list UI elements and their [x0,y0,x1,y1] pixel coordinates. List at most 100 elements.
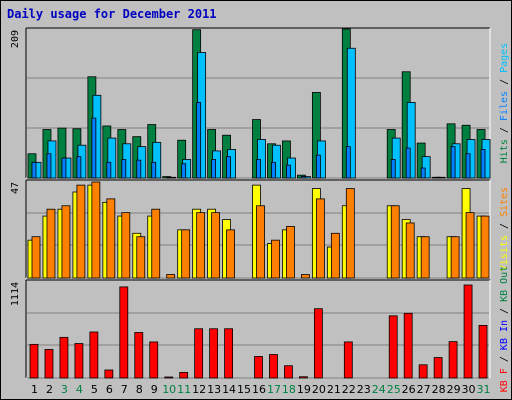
files-bar [181,163,187,179]
files-bar [480,149,486,179]
day-tick-label: 20 [312,383,326,396]
sites-bar [31,236,41,279]
sites-bar [136,236,146,279]
hits-legend-entry: Pages [499,43,510,79]
pages-bar [107,137,117,179]
files-bar [465,153,471,179]
day-tick-label: 3 [61,383,68,396]
files-bar [31,161,37,179]
pages-bar [346,47,356,179]
day-tick-label: 28 [432,383,446,396]
sites-bar [196,212,206,279]
kb-legend-entry: KB Out [499,266,510,308]
pages-bar [152,141,162,179]
sites-bar [91,181,101,279]
day-tick-label: 8 [136,383,143,396]
kb-f-bar [179,372,189,379]
sites-bar [315,198,325,279]
files-bar [286,164,291,179]
day-tick-label: 13 [207,383,221,396]
kb-legend: KB F / KB In / KB Out [499,266,510,392]
kb-f-bar [149,341,159,379]
kb-f-bar [254,356,263,379]
kb-f-bar [164,376,174,379]
files-bar [226,156,231,179]
hits-legend-entry: Hits [499,139,510,163]
day-tick-label: 11 [177,383,191,396]
sites-bar [46,208,56,279]
kb-f-bar [269,354,278,379]
day-tick-label: 2 [46,383,53,396]
chart-title: Daily usage for December 2011 [7,7,217,21]
sites-bar [330,232,340,279]
sites-bar [390,205,400,279]
kb-f-bar [209,328,219,379]
sites-bar [76,184,86,279]
files-bar [271,161,276,179]
visits-ymax-label: 47 [10,182,21,194]
kb-ymax-label: 1114 [10,282,21,306]
files-bar [450,146,456,179]
sites-bar [106,198,116,279]
sites-bar [211,212,221,279]
kb-f-bar [343,341,353,379]
kb-f-bar [418,364,428,379]
sites-bar [181,229,191,279]
sites-bar [405,222,415,279]
kb-legend-entry: / [499,356,510,368]
day-tick-label: 7 [121,383,128,396]
kb-f-bar [313,308,323,379]
files-bar [76,156,82,179]
sites-bar [61,205,71,279]
visits-legend-entry: / [499,223,510,235]
pages-bar [391,137,401,179]
day-tick-label: 26 [402,383,416,396]
visits-legend-entry: Visits [499,235,510,271]
kb-f-bar [284,365,293,379]
kb-legend-entry: / [499,308,510,320]
day-tick-label: 27 [417,383,431,396]
kb-f-bar [29,343,39,379]
files-bar [435,176,441,179]
files-bar [151,161,157,179]
kb-f-bar [59,336,69,379]
day-tick-label: 17 [267,383,281,396]
sites-bar [121,212,131,279]
day-tick-label: 14 [222,383,236,396]
kb-f-bar [44,349,54,379]
day-tick-label: 29 [447,383,461,396]
day-tick-label: 15 [237,383,251,396]
day-tick-label: 18 [282,383,296,396]
day-tick-label: 25 [387,383,401,396]
sites-bar [166,274,176,279]
sites-bar [226,229,235,279]
kb-f-bar [463,284,473,379]
sites-bar [271,239,280,279]
files-bar [405,147,411,179]
kb-f-bar [478,325,488,379]
kb-f-bar [194,328,204,379]
day-tick-label: 10 [162,383,176,396]
day-tick-label: 4 [76,383,83,396]
files-bar [256,159,261,179]
sites-bar [301,274,310,279]
day-tick-label: 16 [252,383,266,396]
files-bar [91,117,97,179]
kb-f-bar [433,357,443,379]
hits-legend: Hits / Files / Pages [499,43,510,163]
files-bar [121,159,127,179]
kb-f-bar [388,315,398,379]
sites-bar [286,226,295,279]
sites-bar [256,205,265,279]
day-tick-label: 1 [31,383,38,396]
hits-legend-entry: / [499,79,510,91]
files-bar [196,102,202,179]
files-bar [46,153,52,179]
day-tick-label: 9 [151,383,158,396]
files-bar [106,161,112,179]
kb-f-bar [224,328,233,379]
day-tick-label: 22 [342,383,356,396]
kb-legend-entry: KB F [499,368,510,392]
day-tick-label: 24 [372,383,386,396]
files-bar [315,154,321,179]
